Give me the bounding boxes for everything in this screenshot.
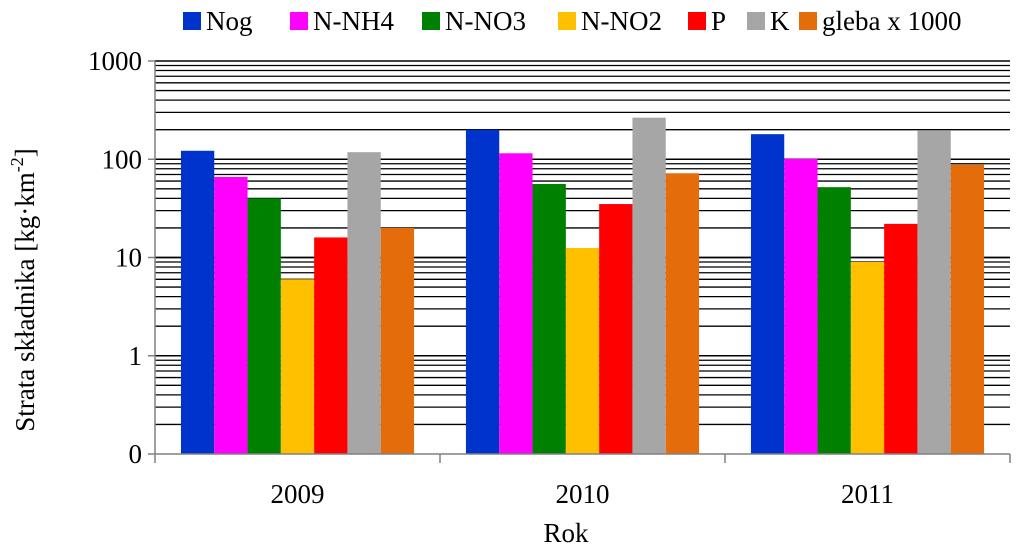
x-axis-title: Rok	[543, 518, 589, 548]
bar-n-nh4-2009	[214, 176, 248, 455]
legend-label-p: P	[711, 6, 726, 36]
bar-n-no3-2010	[532, 183, 566, 454]
legend-label-n-no3: N-NO3	[445, 6, 526, 36]
legend-label-n-nh4: N-NH4	[313, 6, 394, 36]
bars	[180, 117, 985, 455]
bar-n-no2-2011	[850, 261, 885, 454]
legend-label-k: K	[770, 6, 790, 36]
bar-n-nh4-2011	[784, 158, 818, 454]
bar-n-no3-2009	[247, 198, 281, 454]
legend-swatch-gleba-x-1000	[799, 12, 817, 30]
x-tick-labels: 2009 2010 2011	[271, 479, 895, 509]
axes	[148, 60, 1011, 463]
legend-label-gleba-x-1000: gleba x 1000	[822, 6, 961, 36]
x-tick-label-2010: 2010	[556, 479, 610, 509]
bar-n-nh4-2010	[499, 153, 533, 454]
x-tick-label-2009: 2009	[271, 479, 325, 509]
bar-nog-2010	[465, 129, 500, 454]
y-tick-label: 1	[129, 341, 143, 371]
y-axis-title-close: ]	[10, 148, 40, 157]
bar-nog-2009	[180, 150, 215, 455]
legend-swatch-n-nh4	[290, 12, 308, 30]
y-tick-label: 10	[115, 243, 142, 273]
y-axis-title-sup: -2	[7, 157, 27, 172]
bar-k-2009	[347, 152, 381, 454]
legend-swatch-nog	[183, 12, 201, 30]
bar-k-2010	[632, 117, 666, 455]
legend-label-nog: Nog	[206, 6, 253, 36]
bar-gleba-x-1000-2009	[380, 227, 415, 454]
legend-swatch-n-no2	[558, 12, 576, 30]
bar-gleba-x-1000-2010	[665, 173, 700, 454]
y-axis-title-main: Strata składnika [kg·km	[10, 172, 40, 431]
y-tick-labels: 0 1 10 100 1000	[88, 46, 142, 469]
y-tick-label: 1000	[88, 46, 142, 76]
bar-k-2011	[917, 130, 951, 455]
bar-n-no3-2011	[817, 187, 851, 455]
legend-swatch-n-no3	[422, 12, 440, 30]
bar-nog-2011	[750, 134, 785, 454]
x-tick-label-2011: 2011	[841, 479, 894, 509]
bar-p-2010	[599, 204, 633, 454]
y-tick-label: 100	[102, 144, 143, 174]
legend-swatch-p	[688, 12, 706, 30]
bar-gleba-x-1000-2011	[950, 164, 985, 454]
bar-p-2011	[884, 223, 918, 454]
y-axis-title: Strata składnika [kg·km-2]	[7, 148, 40, 431]
y-tick-label: 0	[129, 439, 143, 469]
legend-label-n-no2: N-NO2	[581, 6, 662, 36]
bar-n-no2-2009	[280, 279, 315, 454]
bar-p-2009	[314, 237, 348, 454]
bar-n-no2-2010	[565, 247, 600, 454]
legend-swatch-k	[747, 12, 765, 30]
